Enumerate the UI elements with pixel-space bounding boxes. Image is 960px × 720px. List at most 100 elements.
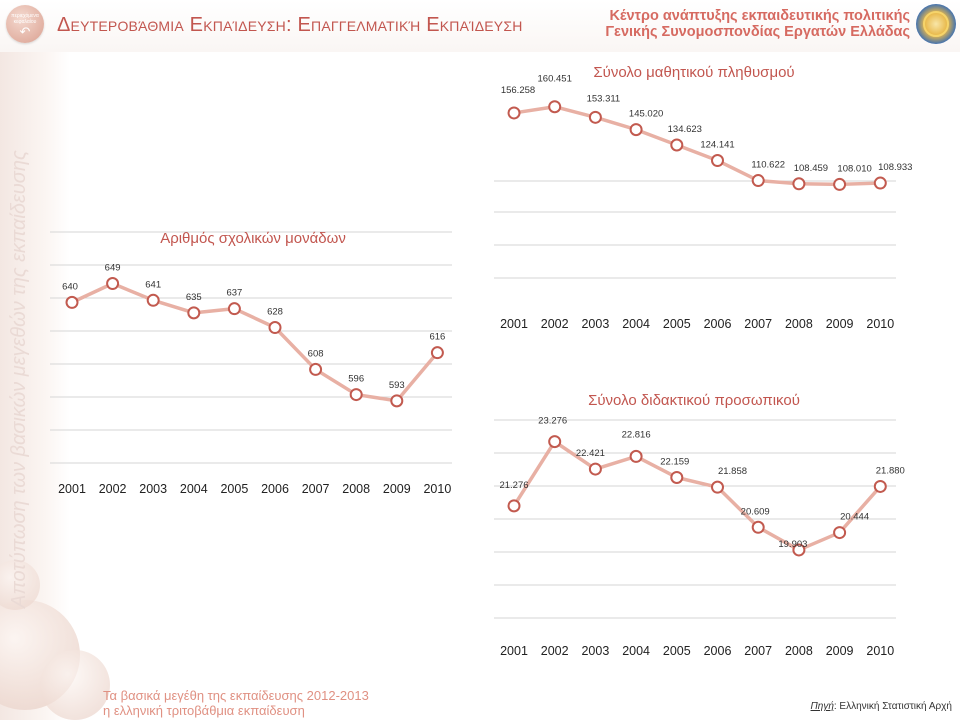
data-point	[268, 321, 282, 335]
data-point	[309, 362, 323, 376]
data-label: 153.311	[587, 93, 621, 104]
data-point	[507, 499, 521, 513]
data-point	[873, 479, 887, 493]
data-label: 593	[389, 380, 405, 391]
data-point	[588, 462, 602, 476]
data-point	[873, 176, 887, 190]
x-tick-label: 2008	[785, 644, 813, 658]
data-label: 156.258	[501, 85, 535, 96]
chart-title: Σύνολο μαθητικού πληθυσμού	[593, 64, 794, 81]
data-point	[65, 295, 79, 309]
data-point	[187, 306, 201, 320]
data-label: 640	[62, 281, 78, 292]
data-point	[507, 106, 521, 120]
data-label: 108.459	[794, 163, 828, 174]
x-tick-label: 2009	[826, 317, 854, 331]
x-tick-label: 2007	[302, 482, 330, 496]
data-point	[390, 394, 404, 408]
data-point	[833, 526, 847, 540]
back-button-label: περιεχόμενα κεφαλαίου	[11, 13, 39, 25]
x-tick-label: 2007	[744, 317, 772, 331]
source-label: Πηγή	[810, 701, 834, 712]
x-tick-label: 2001	[500, 644, 528, 658]
data-point	[711, 480, 724, 494]
data-point	[548, 100, 562, 114]
data-label: 22.421	[576, 448, 605, 459]
source-note: Πηγή: Ελληνική Στατιστική Αρχή	[811, 701, 952, 712]
data-label: 108.933	[878, 162, 912, 173]
organization-name: Κέντρο ανάπτυξης εκπαιδευτικής πολιτικής…	[605, 8, 910, 40]
x-tick-label: 2005	[663, 317, 691, 331]
x-tick-label: 2003	[139, 482, 167, 496]
data-label: 20.444	[840, 512, 869, 523]
x-tick-label: 2001	[58, 482, 86, 496]
series-line	[513, 104, 881, 187]
data-point	[751, 520, 765, 534]
organization-line-2: Γενικής Συνομοσπονδίας Εργατών Ελλάδας	[605, 24, 910, 40]
data-point	[588, 110, 602, 124]
x-tick-label: 2010	[866, 317, 894, 331]
data-label: 19.903	[778, 539, 807, 550]
data-label: 23.276	[538, 416, 567, 427]
data-label: 628	[267, 307, 283, 318]
data-point	[670, 470, 684, 484]
x-tick-label: 2005	[663, 644, 691, 658]
data-label: 21.858	[718, 466, 747, 477]
x-tick-label: 2006	[704, 644, 732, 658]
chart-title: Σύνολο διδακτικού προσωπικού	[588, 392, 800, 409]
data-label: 124.141	[700, 140, 734, 151]
x-tick-label: 2002	[541, 644, 569, 658]
data-label: 596	[348, 374, 364, 385]
source-value: : Ελληνική Στατιστική Αρχή	[833, 701, 952, 712]
data-point	[751, 174, 765, 188]
x-tick-label: 2005	[220, 482, 248, 496]
x-tick-label: 2006	[704, 317, 732, 331]
data-point	[349, 388, 363, 402]
data-point	[670, 138, 684, 152]
series-line	[512, 439, 882, 552]
data-point	[146, 293, 160, 307]
x-tick-label: 2010	[866, 644, 894, 658]
decorative-circle	[40, 650, 110, 720]
data-label: 20.609	[741, 506, 770, 517]
x-tick-label: 2003	[581, 317, 609, 331]
x-tick-label: 2001	[500, 317, 528, 331]
x-tick-label: 2004	[180, 482, 208, 496]
data-label: 108.010	[837, 163, 871, 174]
logo-ring	[923, 11, 949, 37]
data-label: 637	[226, 288, 242, 299]
x-tick-label: 2003	[581, 644, 609, 658]
data-label: 22.159	[660, 456, 689, 467]
organization-line-1: Κέντρο ανάπτυξης εκπαιδευτικής πολιτικής	[609, 8, 910, 24]
x-tick-label: 2004	[622, 317, 650, 331]
data-label: 22.816	[622, 429, 651, 440]
data-label: 145.020	[629, 109, 663, 120]
data-point	[711, 154, 724, 168]
x-tick-label: 2010	[423, 482, 451, 496]
data-point	[227, 302, 241, 316]
data-label: 608	[308, 348, 324, 359]
page-title: Δευτεροβάθμια Εκπαίδευση: Επαγγελματική …	[57, 14, 523, 36]
series-line	[71, 281, 439, 403]
decorative-circle	[0, 560, 40, 610]
footer-subtitle: η ελληνική τριτοβάθμια εκπαίδευση	[103, 703, 305, 718]
data-label: 649	[105, 263, 121, 274]
data-point	[106, 277, 120, 291]
x-tick-label: 2009	[383, 482, 411, 496]
data-point	[629, 449, 643, 463]
data-point	[792, 543, 806, 557]
back-arrow-icon: ↶	[19, 24, 31, 39]
x-tick-label: 2002	[541, 317, 569, 331]
footer-title: Τα βασικά μεγέθη της εκπαίδευσης 2012-20…	[103, 688, 369, 703]
x-tick-label: 2006	[261, 482, 289, 496]
data-label: 160.451	[538, 74, 572, 85]
back-to-contents-button[interactable]: περιεχόμενα κεφαλαίου ↶	[6, 5, 44, 43]
data-point	[430, 346, 444, 360]
x-tick-label: 2004	[622, 644, 650, 658]
data-point	[548, 435, 562, 449]
data-label: 635	[186, 292, 202, 303]
data-point	[629, 123, 643, 137]
